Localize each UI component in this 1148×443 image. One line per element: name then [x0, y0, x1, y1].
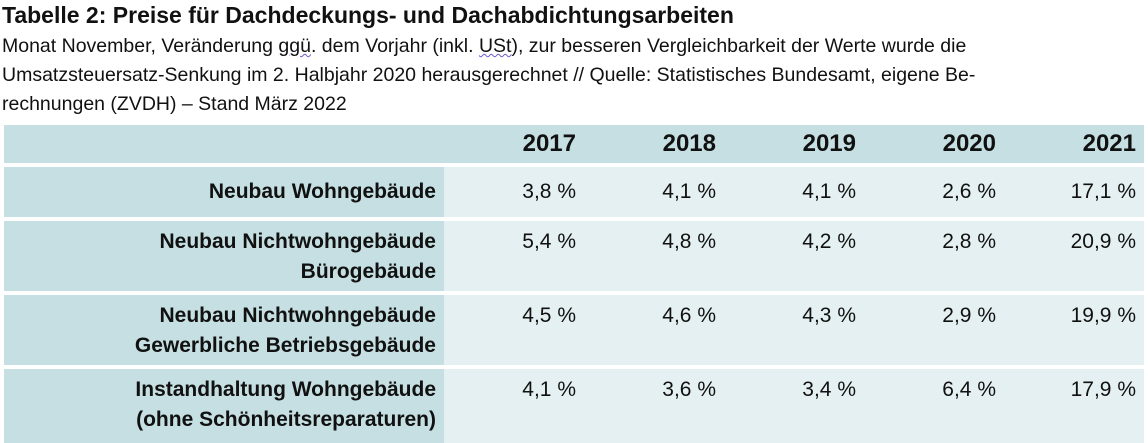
value-cell: 3,6 %	[584, 369, 724, 443]
year-header: 2021	[1004, 125, 1144, 163]
value-cell: 4,8 %	[584, 221, 724, 291]
value-cell: 17,9 %	[1004, 369, 1144, 443]
abbr-ggue: ggü	[278, 35, 311, 57]
table-row: Neubau Wohngebäude 3,8 % 4,1 % 4,1 % 2,6…	[4, 167, 1146, 217]
table-row: Instandhaltung Wohngebäude (ohne Schönhe…	[4, 369, 1146, 443]
row-label: Instandhaltung Wohngebäude (ohne Schönhe…	[4, 369, 444, 443]
value-cell: 2,6 %	[864, 167, 1004, 217]
row-label: Neubau Nichtwohngebäude Gewerbliche Betr…	[4, 295, 444, 365]
abbr-ust: USt	[478, 35, 512, 57]
value-cell: 2,8 %	[864, 221, 1004, 291]
row-label: Neubau Wohngebäude	[4, 167, 444, 217]
value-cell: 5,4 %	[444, 221, 584, 291]
caption-line-2: Umsatzsteuersatz-Senkung im 2. Halbjahr …	[2, 64, 976, 86]
value-cell: 4,2 %	[724, 221, 864, 291]
value-cell: 4,1 %	[724, 167, 864, 217]
row-label: Neubau Nichtwohngebäude Bürogebäude	[4, 221, 444, 291]
value-cell: 4,5 %	[444, 295, 584, 365]
caption-line-3: rechnungen (ZVDH) – Stand März 2022	[2, 93, 347, 115]
year-header: 2020	[864, 125, 1004, 163]
value-cell: 17,1 %	[1004, 167, 1144, 217]
value-cell: 4,3 %	[724, 295, 864, 365]
table-caption: Monat November, Veränderung ggü. dem Vor…	[2, 32, 1146, 119]
header-empty-cell	[4, 125, 444, 163]
value-cell: 4,6 %	[584, 295, 724, 365]
value-cell: 6,4 %	[864, 369, 1004, 443]
year-header: 2017	[444, 125, 584, 163]
caption-line-1: Monat November, Veränderung ggü. dem Vor…	[2, 35, 967, 57]
price-table: 2017 2018 2019 2020 2021 Neubau Wohngebä…	[4, 125, 1146, 443]
value-cell: 19,9 %	[1004, 295, 1144, 365]
value-cell: 20,9 %	[1004, 221, 1144, 291]
value-cell: 4,1 %	[444, 369, 584, 443]
table-row: Neubau Nichtwohngebäude Bürogebäude 5,4 …	[4, 221, 1146, 291]
value-cell: 4,1 %	[584, 167, 724, 217]
table-title: Tabelle 2: Preise für Dachdeckungs- und …	[2, 2, 734, 28]
year-header: 2019	[724, 125, 864, 163]
value-cell: 3,4 %	[724, 369, 864, 443]
value-cell: 3,8 %	[444, 167, 584, 217]
year-header: 2018	[584, 125, 724, 163]
table-header-row: 2017 2018 2019 2020 2021	[4, 125, 1146, 163]
value-cell: 2,9 %	[864, 295, 1004, 365]
table-row: Neubau Nichtwohngebäude Gewerbliche Betr…	[4, 295, 1146, 365]
